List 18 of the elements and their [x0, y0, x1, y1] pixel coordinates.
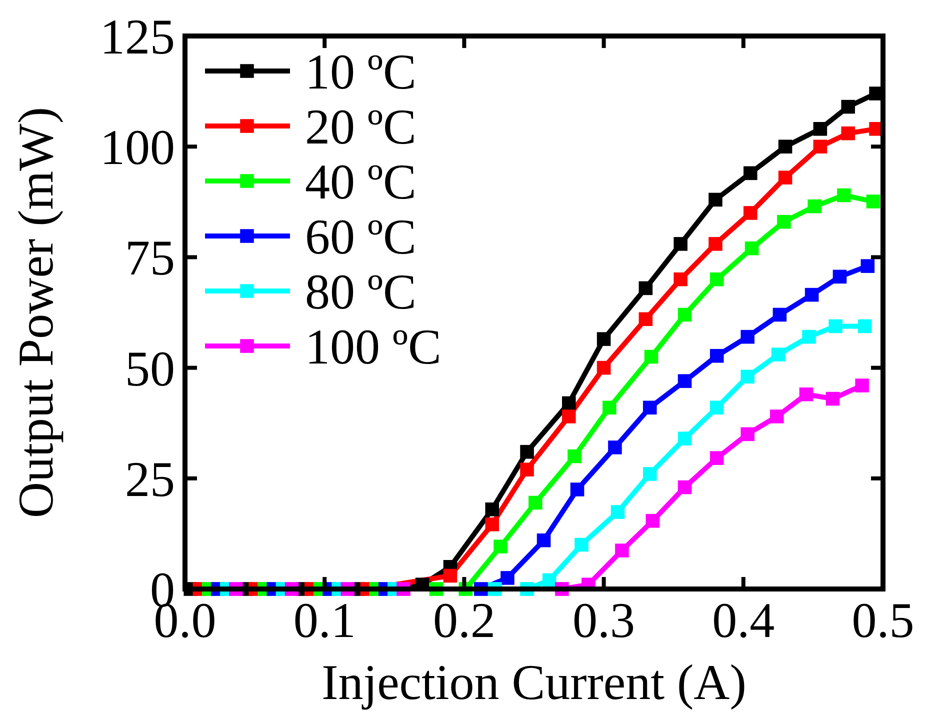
y-tick-label: 75 — [125, 230, 175, 286]
legend-label: 80 ºC — [305, 264, 416, 320]
x-tick-label: 0.5 — [852, 592, 914, 648]
y-tick-label: 125 — [100, 8, 175, 64]
legend-label: 40 ºC — [305, 154, 416, 210]
legend-label: 60 ºC — [305, 208, 416, 264]
x-tick-label: 0.3 — [572, 592, 636, 648]
x-axis-title: Injection Current (A) — [322, 654, 746, 710]
x-tick-label: 0.1 — [293, 592, 356, 648]
y-tick-label: 100 — [100, 119, 175, 176]
y-tick-label: 25 — [125, 450, 175, 507]
y-tick-label: 50 — [125, 340, 175, 396]
legend-label: 10 ºC — [305, 44, 416, 100]
legend-label: 20 ºC — [305, 98, 416, 154]
x-tick-label: 0.4 — [712, 592, 775, 648]
x-tick-label: 0.2 — [432, 592, 496, 648]
y-axis-title: Output Power (mW) — [8, 106, 64, 518]
legend-label: 100 ºC — [305, 318, 442, 374]
